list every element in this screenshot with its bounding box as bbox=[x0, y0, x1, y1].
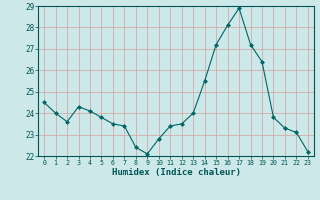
X-axis label: Humidex (Indice chaleur): Humidex (Indice chaleur) bbox=[111, 168, 241, 177]
